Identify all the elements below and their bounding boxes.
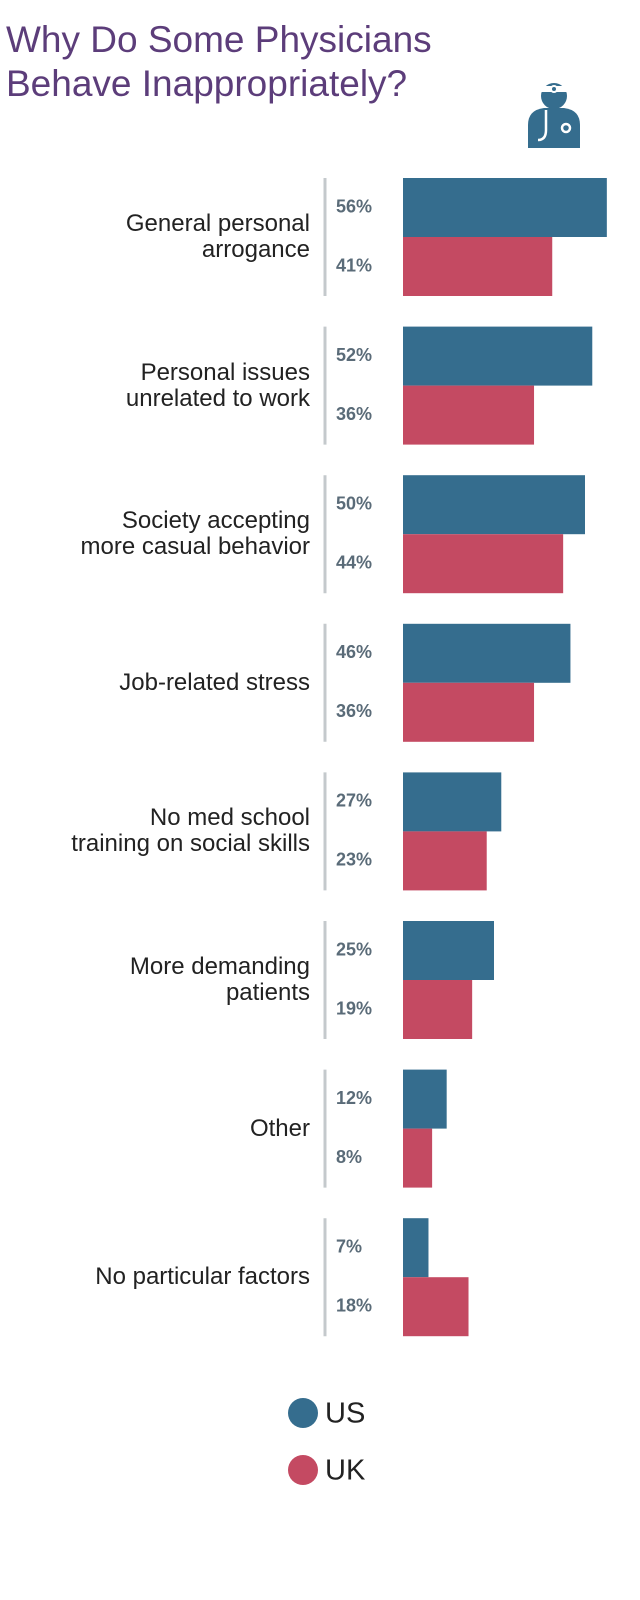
value-label: 25%: [336, 939, 372, 959]
bar: [403, 1277, 469, 1337]
value-label: 12%: [336, 1088, 372, 1108]
bar: [403, 682, 535, 742]
bar: [403, 831, 487, 891]
category-label: No med school training on social skills: [71, 804, 310, 858]
category-label: More demanding patients: [129, 953, 310, 1006]
value-label: 44%: [336, 552, 372, 572]
value-label: 41%: [336, 255, 372, 275]
value-label: 52%: [336, 345, 372, 365]
value-label: 50%: [336, 493, 372, 513]
bar: [403, 534, 564, 594]
value-label: 56%: [336, 196, 372, 216]
category-label: Society accepting more casual behavior: [80, 507, 310, 561]
value-label: 7%: [336, 1236, 362, 1256]
bar: [403, 772, 502, 832]
category-label: Job-related stress: [119, 668, 310, 696]
legend-marker: [288, 1455, 318, 1485]
value-label: 36%: [336, 701, 372, 721]
doctor-icon: [528, 83, 580, 148]
bar: [403, 1128, 433, 1188]
value-label: 8%: [336, 1147, 362, 1167]
bar: [403, 1069, 447, 1129]
category-label: General personal arrogance: [125, 210, 310, 263]
category-label: Personal issues unrelated to work: [125, 358, 310, 412]
bar: [403, 921, 494, 980]
legend-label: UK: [325, 1455, 366, 1487]
bar: [403, 326, 593, 386]
value-label: 23%: [336, 850, 372, 870]
category-label: Other: [249, 1114, 310, 1142]
legend-label: US: [325, 1398, 365, 1430]
bar: [403, 475, 585, 535]
bar: [403, 980, 473, 1039]
value-label: 46%: [336, 642, 372, 662]
bar: [403, 178, 607, 237]
value-label: 27%: [336, 791, 372, 811]
bar: [403, 1218, 429, 1278]
legend-marker: [288, 1398, 318, 1428]
chart-title: Why Do Some Physicians Behave Inappropri…: [6, 19, 432, 104]
bar: [403, 237, 553, 296]
value-label: 19%: [336, 998, 372, 1018]
bar: [403, 623, 571, 683]
value-label: 18%: [336, 1295, 372, 1315]
category-label: No particular factors: [95, 1263, 310, 1291]
value-label: 36%: [336, 404, 372, 424]
bar: [403, 385, 535, 445]
